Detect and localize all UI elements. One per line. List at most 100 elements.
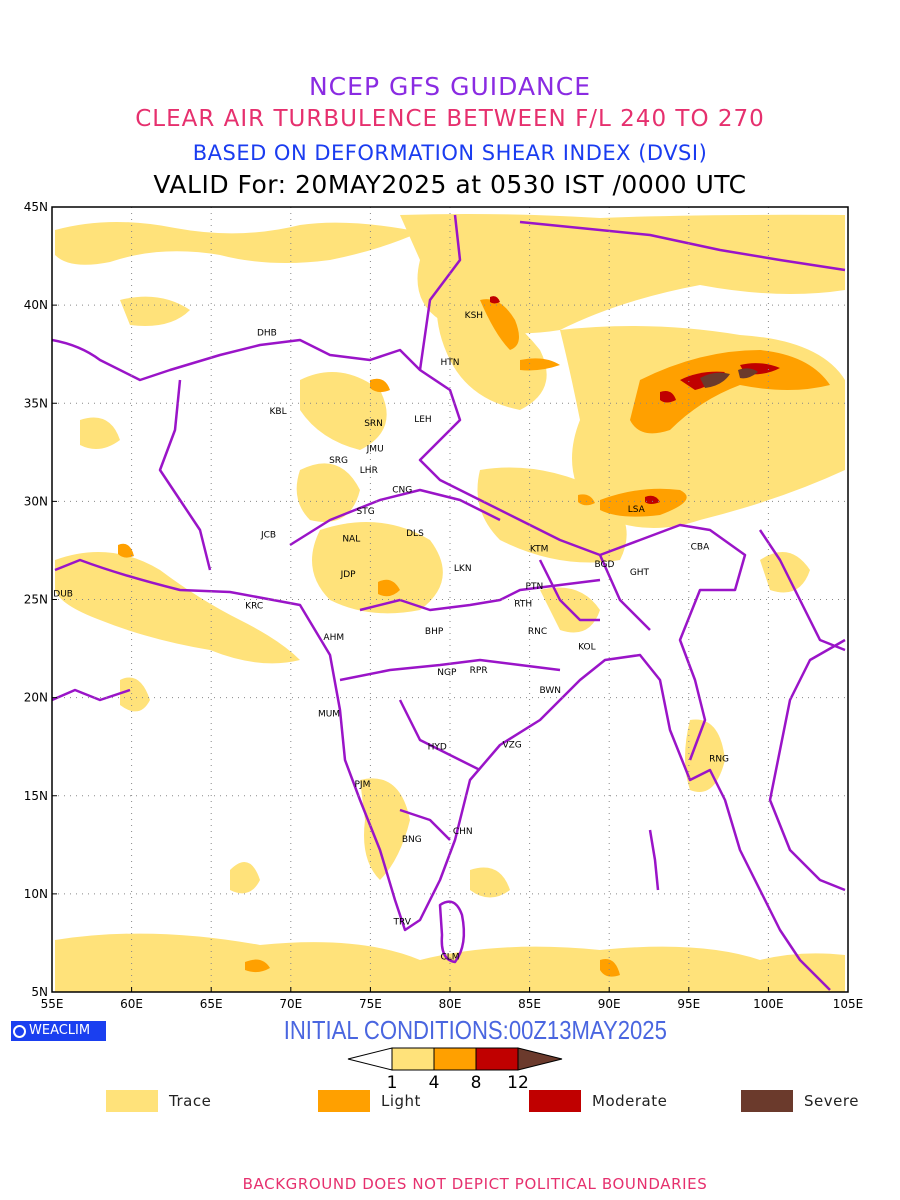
title-model: NCEP GFS GUIDANCE [308, 72, 591, 101]
station-label-cng: CNG [392, 486, 412, 496]
station-label-srn: SRN [364, 419, 383, 429]
station-label-pjm: PJM [355, 780, 371, 790]
station-label-htn: HTN [441, 358, 460, 368]
station-label-bwn: BWN [540, 686, 562, 696]
colorbar-moderate [475, 1047, 519, 1071]
latitude-labels: 45N 40N 35N 30N 25N 20N 15N 10N 5N [24, 200, 57, 999]
station-label-jcb: JCB [260, 531, 276, 541]
legend-moderate-swatch [529, 1090, 581, 1112]
disclaimer-footer: BACKGROUND DOES NOT DEPICT POLITICAL BOU… [242, 1175, 708, 1193]
legend-trace: Trace [106, 1090, 211, 1112]
gridlines [52, 207, 848, 992]
lat-tick-label: 30N [24, 494, 48, 508]
station-label-lkn: LKN [454, 564, 472, 574]
lon-tick-label: 105E [833, 997, 864, 1011]
station-label-cba: CBA [691, 543, 710, 553]
lon-tick-label: 75E [359, 997, 382, 1011]
legend-light-label: Light [381, 1092, 421, 1110]
station-label-leh: LEH [414, 415, 431, 425]
station-label-trv: TRV [393, 917, 412, 927]
lat-tick-label: 15N [24, 789, 48, 803]
lat-tick-label: 25N [24, 593, 48, 607]
station-labels: KSH DHB HTN KBL SRN LEH JMU SRG LHR CNG STG JCB NAL D… [53, 311, 729, 963]
station-label-ptn: PTN [526, 582, 544, 592]
station-label-rnc: RNC [528, 627, 547, 637]
station-label-rng: RNG [709, 754, 729, 764]
station-label-rpr: RPR [470, 666, 488, 676]
legend-moderate-label: Moderate [592, 1092, 668, 1110]
lat-tick-label: 5N [31, 985, 48, 999]
legend-light: Light [318, 1090, 421, 1112]
title-valid-time: VALID For: 20MAY2025 at 0530 IST /0000 U… [153, 170, 747, 199]
station-label-ksh: KSH [465, 311, 483, 321]
station-label-jdp: JDP [340, 570, 357, 580]
lon-tick-label: 85E [518, 997, 541, 1011]
station-label-ngp: NGP [437, 668, 457, 678]
lat-tick-label: 45N [24, 200, 48, 214]
lon-tick-label: 80E [439, 997, 462, 1011]
logo-ring-icon [13, 1024, 26, 1038]
colorbar-tick-8: 8 [471, 1073, 482, 1093]
station-label-bhp: BHP [425, 627, 444, 637]
station-label-hyd: HYD [428, 743, 447, 753]
lon-tick-label: 65E [200, 997, 223, 1011]
station-label-dhb: DHB [257, 329, 277, 339]
initial-conditions: INITIAL CONDITIONS:00Z13MAY2025 [283, 1015, 667, 1045]
legend-moderate: Moderate [529, 1090, 667, 1112]
colorbar-high-arrow [517, 1047, 563, 1071]
colorbar: 1 4 8 12 [347, 1047, 563, 1093]
lon-tick-label: 90E [598, 997, 621, 1011]
station-label-dub: DUB [53, 590, 73, 600]
legend-severe: Severe [741, 1090, 859, 1112]
station-label-srg: SRG [329, 456, 348, 466]
station-label-dls: DLS [406, 529, 424, 539]
station-label-lsa: LSA [628, 505, 646, 515]
station-label-chn: CHN [453, 827, 473, 837]
title-method: BASED ON DEFORMATION SHEAR INDEX (DVSI) [192, 141, 708, 165]
legend-severe-swatch [741, 1090, 793, 1112]
station-label-vzg: VZG [502, 741, 521, 751]
legend-trace-swatch [106, 1090, 158, 1112]
station-label-lhr: LHR [360, 466, 378, 476]
lon-tick-label: 55E [41, 997, 64, 1011]
title-product: CLEAR AIR TURBULENCE BETWEEN F/L 240 TO … [135, 106, 765, 132]
lat-tick-label: 35N [24, 396, 48, 410]
lat-tick-label: 20N [24, 691, 48, 705]
longitude-labels: 55E 60E 65E 70E 75E 80E 85E 90E 95E 100E 105E [41, 987, 864, 1011]
brand-label: WEACLIM [29, 1023, 91, 1038]
colorbar-trace [391, 1047, 435, 1071]
legend-trace-label: Trace [169, 1092, 212, 1110]
station-label-ght: GHT [630, 568, 650, 578]
station-label-rth: RTH [514, 599, 532, 609]
lon-tick-label: 100E [753, 997, 784, 1011]
boundary-lines [52, 214, 846, 991]
colorbar-tick-12: 12 [507, 1073, 529, 1093]
lon-tick-label: 70E [279, 997, 302, 1011]
station-label-stg: STG [357, 507, 375, 517]
station-label-jmu: JMU [366, 444, 384, 454]
turbulence-shading [52, 214, 846, 992]
legend-light-swatch [318, 1090, 370, 1112]
weaclim-logo: WEACLIM [11, 1021, 106, 1041]
colorbar-tick-1: 1 [387, 1073, 398, 1093]
severe-areas [700, 368, 758, 388]
station-label-bgd: BGD [594, 560, 614, 570]
lon-tick-label: 60E [120, 997, 143, 1011]
colorbar-low-arrow [347, 1047, 393, 1071]
station-label-nal: NAL [342, 535, 360, 545]
trace-areas [55, 214, 845, 992]
station-label-mum: MUM [318, 709, 340, 719]
station-label-ahm: AHM [323, 633, 344, 643]
colorbar-light [433, 1047, 477, 1071]
station-label-ktm: KTM [530, 544, 548, 554]
legend-severe-label: Severe [804, 1092, 859, 1110]
light-areas [118, 299, 830, 977]
lat-tick-label: 10N [24, 887, 48, 901]
station-label-bng: BNG [402, 835, 422, 845]
station-label-kol: KOL [578, 643, 596, 653]
turbulence-map: 45N 40N 35N 30N 25N 20N 15N 10N 5N 55E 60E 65E 70E 7… [24, 200, 864, 1093]
colorbar-tick-4: 4 [429, 1073, 440, 1093]
station-label-kbl: KBL [270, 407, 287, 417]
lon-tick-label: 95E [677, 997, 700, 1011]
station-label-krc: KRC [245, 601, 263, 611]
